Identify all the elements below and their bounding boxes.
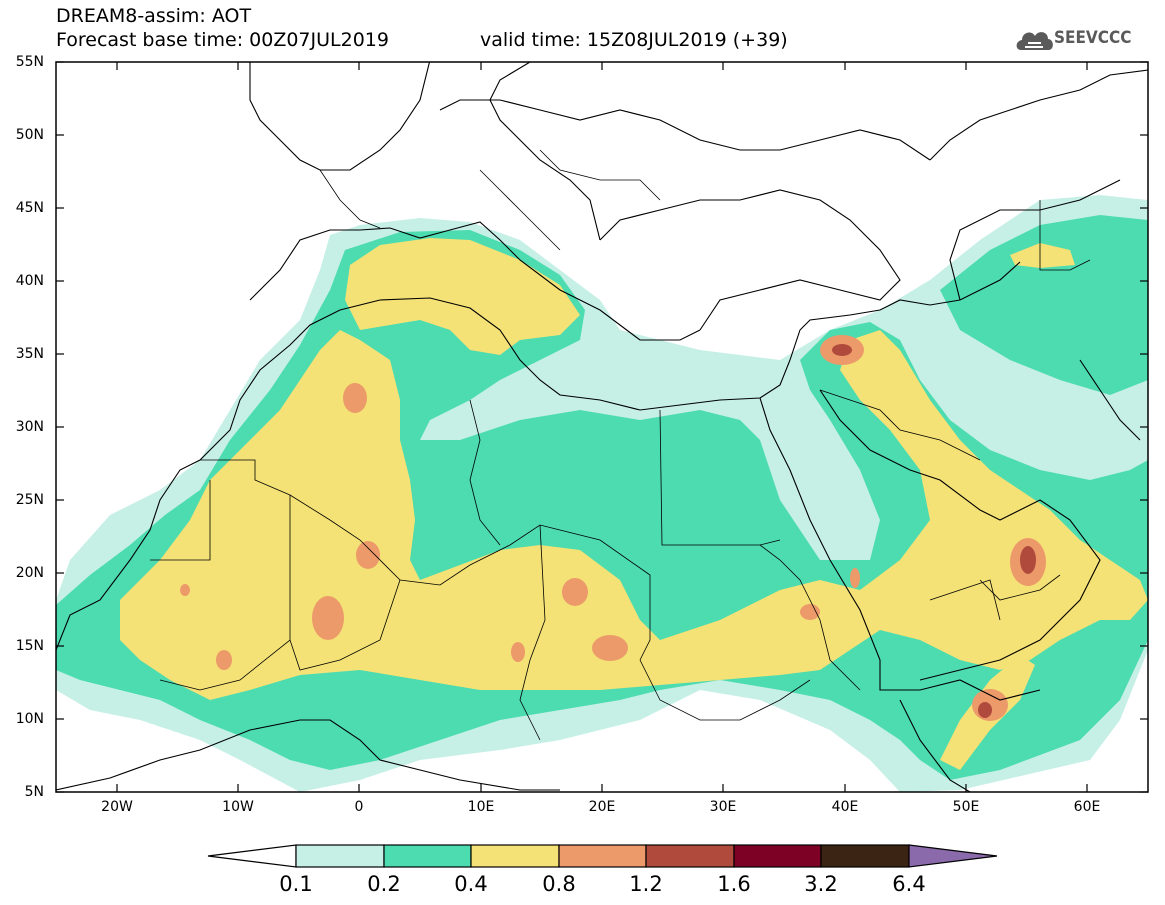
colorbar-bin-1.6 bbox=[733, 844, 822, 868]
lat-label-55n: 55N bbox=[15, 54, 44, 70]
colorbar-bin-1.2 bbox=[645, 844, 735, 868]
colorbar-bin-0.1 bbox=[295, 844, 385, 868]
country-borders bbox=[150, 149, 1091, 741]
lat-ticks bbox=[56, 61, 1148, 793]
aot-level-0.8 bbox=[343, 383, 367, 413]
lat-label-10n: 10N bbox=[15, 711, 44, 727]
colorbar-high-arrow bbox=[908, 844, 998, 868]
colorbar-bin-0.2 bbox=[383, 844, 472, 868]
lat-label-30n: 30N bbox=[15, 419, 44, 435]
aot-field bbox=[56, 195, 1148, 792]
lon-ticks bbox=[116, 62, 1088, 792]
colorbar bbox=[207, 844, 998, 868]
colorbar-bin-0.8 bbox=[558, 844, 647, 868]
lon-label-30e: 30E bbox=[709, 799, 737, 815]
colorbar-low-arrow bbox=[207, 844, 297, 868]
coastlines bbox=[56, 62, 1148, 792]
lat-label-45n: 45N bbox=[15, 200, 44, 216]
lon-label-10e: 10E bbox=[467, 799, 495, 815]
lat-label-25n: 25N bbox=[15, 492, 44, 508]
lon-label-20w: 20W bbox=[101, 799, 133, 815]
lon-label-20e: 20E bbox=[588, 799, 616, 815]
colorbar-label: 0.1 bbox=[279, 872, 313, 896]
colorbar-label: 0.4 bbox=[454, 872, 488, 896]
colorbar-label: 1.2 bbox=[629, 872, 663, 896]
aot-level-0.4-caspian bbox=[1010, 243, 1075, 268]
map-title: DREAM8-assim: AOT bbox=[56, 5, 252, 27]
colorbar-label: 3.2 bbox=[804, 872, 838, 896]
lat-label-20n: 20N bbox=[15, 565, 44, 581]
colorbar-label: 0.2 bbox=[367, 872, 401, 896]
colorbar-label: 1.6 bbox=[717, 872, 751, 896]
colorbar-label: 0.8 bbox=[542, 872, 576, 896]
valid-time: valid time: 15Z08JUL2019 (+39) bbox=[480, 29, 788, 51]
colorbar-bin-3.2 bbox=[820, 844, 910, 868]
lat-label-5n: 5N bbox=[24, 784, 44, 800]
lon-label-50e: 50E bbox=[952, 799, 980, 815]
lon-label-10w: 10W bbox=[222, 799, 254, 815]
lat-label-50n: 50N bbox=[15, 127, 44, 143]
aot-level-0.4 bbox=[120, 330, 1148, 700]
aot-level-1.2 bbox=[832, 344, 852, 356]
lat-label-35n: 35N bbox=[15, 346, 44, 362]
cloud-icon bbox=[1016, 32, 1053, 50]
forecast-base-time: Forecast base time: 00Z07JUL2019 bbox=[56, 29, 389, 51]
lon-label-0: 0 bbox=[354, 799, 364, 815]
logo-text: SEEVCCC bbox=[1054, 28, 1132, 48]
colorbar-bin-0.4 bbox=[470, 844, 560, 868]
seevccc-logo bbox=[1016, 32, 1053, 50]
lon-label-40e: 40E bbox=[831, 799, 859, 815]
lat-label-40n: 40N bbox=[15, 273, 44, 289]
lat-label-15n: 15N bbox=[15, 638, 44, 654]
aot-level-0.4-med bbox=[345, 238, 580, 355]
colorbar-label: 6.4 bbox=[892, 872, 926, 896]
lon-label-60e: 60E bbox=[1073, 799, 1101, 815]
aot-level-0.2-north bbox=[940, 215, 1148, 395]
